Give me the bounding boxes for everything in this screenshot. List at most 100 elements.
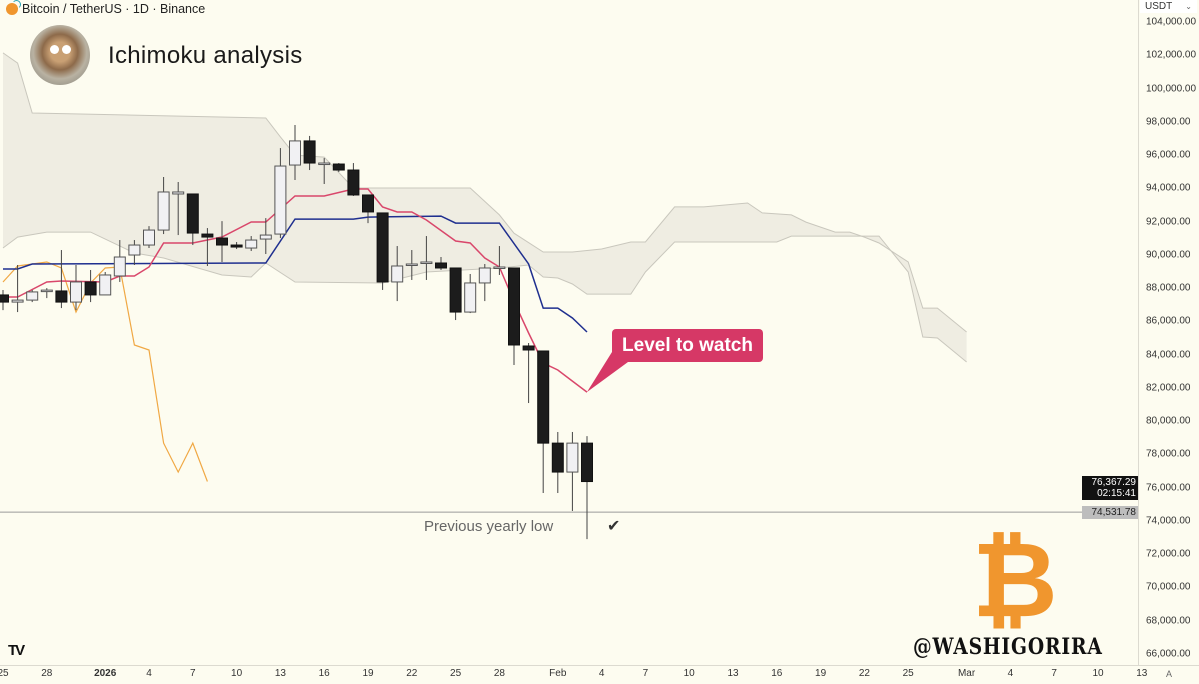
candle-bearish: [537, 350, 550, 444]
candle-bearish: [216, 237, 228, 246]
candle-bullish: [318, 162, 331, 166]
candle-bullish: [70, 281, 82, 303]
candle-bearish: [362, 194, 374, 213]
avatar: [30, 25, 90, 85]
candle-bearish: [332, 163, 345, 171]
candle-bearish: [508, 267, 520, 346]
price-tick-label: 98,000.00: [1146, 116, 1191, 128]
candle-bullish: [157, 191, 170, 231]
current-price: 76,367.29: [1091, 477, 1137, 488]
time-tick-label: 10: [231, 668, 243, 679]
price-tick-label: 90,000.00: [1146, 249, 1191, 261]
candle-bearish: [376, 212, 389, 283]
time-tick-label: Mar: [957, 668, 976, 679]
price-tick-label: 72,000.00: [1146, 548, 1191, 560]
price-tick-label: 92,000.00: [1146, 216, 1191, 228]
candle-bullish: [26, 291, 39, 301]
tradingview-logo-icon[interactable]: TV: [8, 642, 25, 659]
price-tick-label: 94,000.00: [1146, 182, 1191, 194]
time-tick-label: 13: [274, 668, 286, 679]
avatar-eye: [50, 45, 59, 54]
bitcoin-tether-icon: [6, 0, 21, 15]
price-tick-label: 84,000.00: [1146, 349, 1191, 361]
time-tick-label: 25: [0, 668, 9, 679]
candle-bullish: [566, 442, 579, 473]
candle-bullish: [245, 239, 258, 249]
page-title: Ichimoku analysis: [108, 42, 303, 69]
time-tick-label: 19: [362, 668, 374, 679]
candle-bearish: [55, 290, 68, 303]
time-tick-label: 7: [642, 668, 649, 679]
candle-bearish: [186, 193, 199, 234]
time-tick-label: 7: [190, 668, 196, 679]
candle-bullish: [128, 244, 141, 256]
time-tick-label: 19: [815, 668, 827, 679]
candle-bearish: [435, 262, 447, 269]
time-tick-label: 4: [146, 668, 152, 679]
callout-pointer: [587, 352, 628, 393]
time-tick-label: 28: [41, 668, 53, 679]
candle-bullish: [493, 266, 506, 269]
candle-bearish: [201, 233, 214, 238]
chevron-down-icon: ⌄: [1185, 2, 1192, 11]
level-price-badge: 74,531.78: [1082, 506, 1138, 519]
time-axis[interactable]: [0, 665, 1199, 684]
candle-bullish: [40, 289, 53, 293]
currency-label: USDT: [1145, 1, 1173, 12]
time-tick-label: 22: [406, 668, 418, 679]
price-tick-label: 78,000.00: [1146, 448, 1191, 460]
candle-bearish: [303, 140, 316, 164]
time-tick-label: 10: [683, 668, 695, 679]
candle-bullish: [391, 265, 404, 283]
time-tick-label: 16: [318, 668, 330, 679]
time-tick-label: 2026: [94, 668, 117, 679]
bitcoin-logo-icon: ₿: [972, 519, 1058, 641]
time-tick-label: 4: [598, 668, 605, 679]
symbol-info[interactable]: Bitcoin / TetherUS · 1D · Binance: [6, 0, 205, 16]
time-tick-label: 22: [858, 668, 870, 679]
kijun-line: [3, 215, 588, 333]
candle-bullish: [464, 282, 477, 313]
price-tick-label: 74,000.00: [1146, 515, 1191, 527]
watermark-handle: @WASHIGORIRA: [913, 634, 1103, 660]
candle-bullish: [478, 267, 491, 284]
candle-bullish: [420, 261, 433, 264]
price-tick-label: 66,000.00: [1146, 648, 1191, 660]
candle-bullish: [259, 234, 272, 240]
time-tick-label: 10: [1092, 668, 1104, 679]
time-tick-label: 28: [493, 668, 505, 679]
candle-bearish: [581, 442, 593, 483]
auto-scale-label: A: [1166, 669, 1173, 679]
avatar-eye: [62, 45, 71, 54]
time-tick-label: 13: [1136, 668, 1148, 679]
price-axis[interactable]: [1138, 0, 1199, 665]
time-tick-label: 25: [902, 668, 914, 679]
ichimoku-cloud: [3, 52, 967, 363]
candle-bearish: [84, 281, 97, 296]
candle-bullish: [274, 165, 287, 235]
level-to-watch-callout: Level to watch: [612, 329, 763, 362]
price-tick-label: 100,000.00: [1146, 83, 1197, 95]
price-tick-label: 102,000.00: [1146, 49, 1197, 61]
price-tick-label: 104,000.00: [1146, 16, 1197, 28]
previous-yearly-low-label: Previous yearly low: [424, 518, 554, 535]
candle-bearish: [0, 294, 9, 303]
time-tick-label: 7: [1051, 668, 1057, 679]
candle-bullish: [289, 140, 301, 166]
time-tick-label: Feb: [549, 668, 567, 679]
candle-bullish: [11, 299, 24, 303]
currency-selector[interactable]: USDT ⌄: [1140, 0, 1197, 13]
current-price-badge: 76,367.29 02:15:41: [1082, 476, 1138, 500]
price-tick-label: 86,000.00: [1146, 315, 1191, 327]
candle-bearish: [522, 345, 535, 351]
price-tick-label: 68,000.00: [1146, 615, 1191, 627]
price-tick-label: 70,000.00: [1146, 581, 1191, 593]
price-chart[interactable]: [0, 0, 1138, 665]
auto-scale-button[interactable]: A: [1158, 666, 1199, 683]
price-tick-label: 82,000.00: [1146, 382, 1191, 394]
bar-countdown: 02:15:41: [1097, 488, 1136, 499]
candle-bullish: [99, 274, 112, 296]
price-tick-label: 76,000.00: [1146, 482, 1191, 494]
cloud-edge-lower: [2, 231, 967, 363]
checkmark-icon: ✔: [607, 518, 621, 535]
